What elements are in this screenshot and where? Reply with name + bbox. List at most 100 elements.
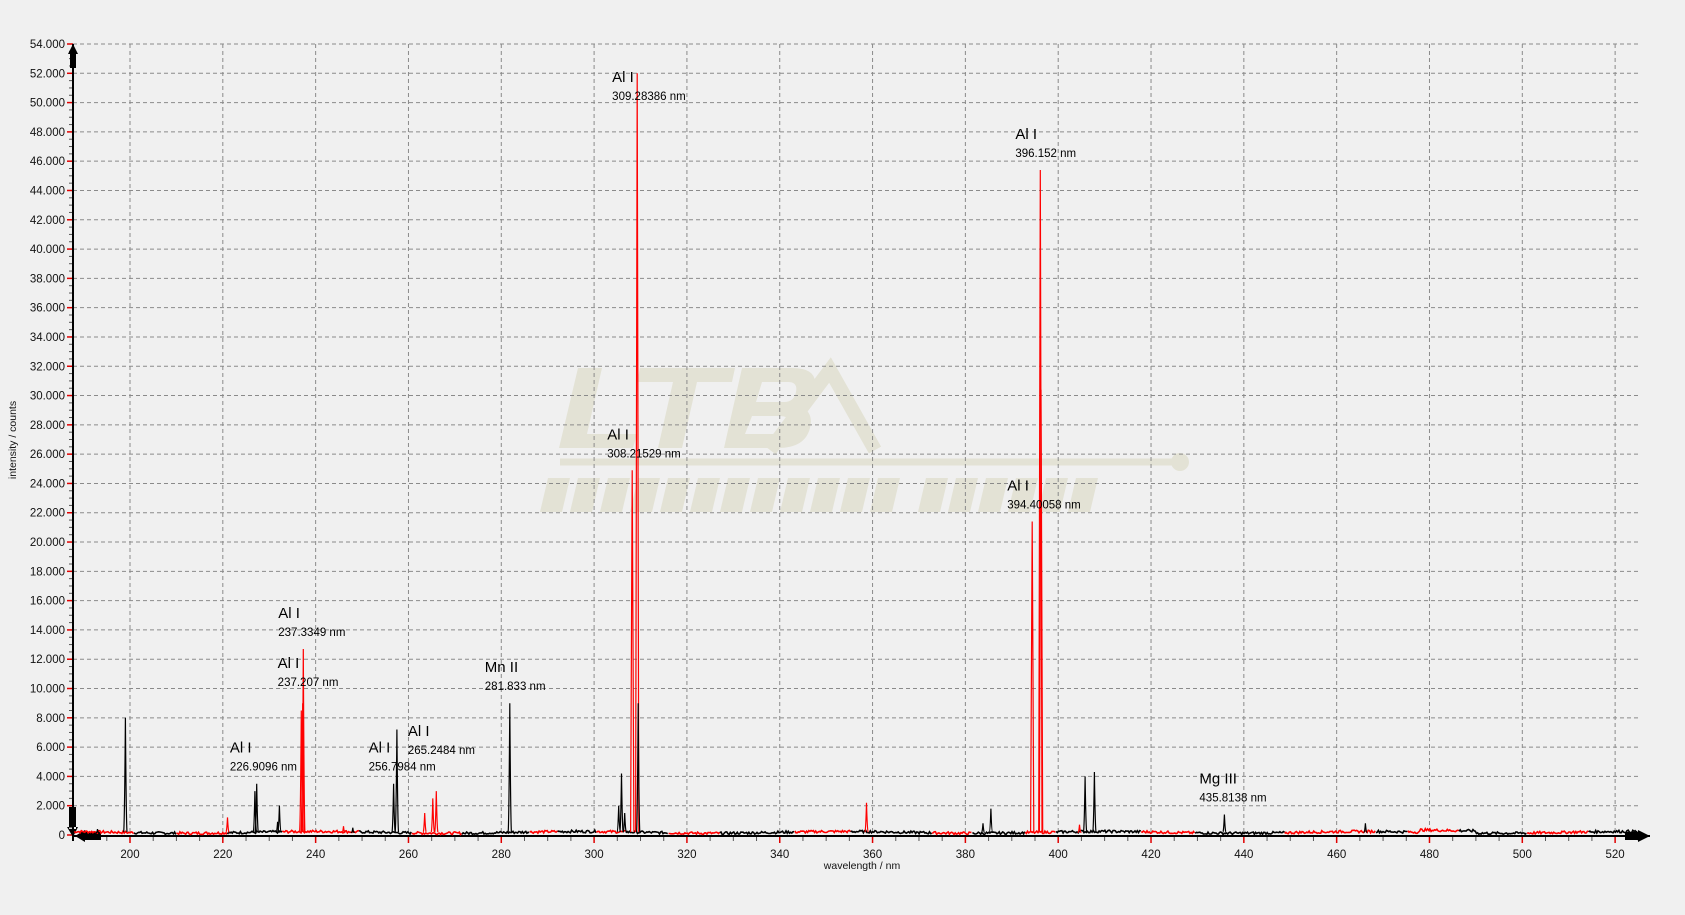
y-tick-label: 50.000 (30, 98, 65, 110)
peak-label-wavelength: 256.7984 nm (369, 762, 436, 774)
peak-label-element: Al I (408, 723, 430, 740)
baseline-segment (133, 830, 177, 836)
watermark-letter-t (637, 368, 735, 448)
y-tick-label: 36.000 (30, 303, 65, 315)
spectral-peak (301, 648, 306, 833)
y-tick-label: 24.000 (30, 478, 65, 490)
baseline-segment (1194, 830, 1285, 837)
peak-label-element: Al I (369, 740, 391, 757)
watermark-peak-mark (764, 357, 882, 455)
y-axis-label: intensity / counts (7, 401, 19, 479)
x-tick-label: 520 (1606, 849, 1625, 861)
x-tick-label: 400 (1049, 849, 1068, 861)
watermark-glyph (870, 478, 900, 512)
x-tick-label: 300 (585, 849, 604, 861)
watermark-glyph (948, 478, 978, 512)
y-tick-label: 26.000 (30, 449, 65, 461)
y-tick-label: 48.000 (30, 127, 65, 139)
baseline-segment (719, 829, 795, 836)
baseline-segment (411, 830, 463, 836)
watermark-glyph (780, 478, 810, 512)
y-tick-label: 8.000 (36, 713, 65, 725)
y-tick-label: 44.000 (30, 185, 65, 197)
peak-label-wavelength: 308.21529 nm (607, 448, 681, 460)
y-tick-label: 0 (59, 830, 65, 842)
spectral-peak (1038, 389, 1044, 833)
x-tick-label: 460 (1327, 849, 1346, 861)
y-tick-label: 32.000 (30, 361, 65, 373)
spectral-peak (864, 802, 869, 833)
y-tick-label: 14.000 (30, 625, 65, 637)
x-tick-label: 320 (677, 849, 696, 861)
x-tick-label: 340 (770, 849, 789, 861)
baseline-segment (176, 830, 229, 836)
baseline-segment (1284, 829, 1376, 836)
y-tick-label: 34.000 (30, 332, 65, 344)
baseline-segment (850, 829, 933, 836)
baseline-segment (1458, 828, 1527, 836)
spectral-peak (1222, 814, 1227, 833)
y-tick-label: 38.000 (30, 273, 65, 285)
x-tick-label: 280 (492, 849, 511, 861)
watermark-letter-l (559, 368, 637, 448)
peak-label-wavelength: 237.3349 nm (278, 627, 345, 639)
watermark-glyph (1068, 478, 1098, 512)
spectral-peak (341, 826, 346, 834)
peak-label-element: Al I (230, 740, 252, 757)
x-tick-label: 200 (120, 849, 139, 861)
watermark-glyph (978, 478, 1008, 512)
baseline-segment (281, 828, 360, 835)
peak-label-wavelength: 226.9096 nm (230, 762, 297, 774)
y-tick-label: 22.000 (30, 508, 65, 520)
watermark-glyph (1008, 478, 1038, 512)
baseline-segment (529, 829, 559, 835)
baseline-segment (931, 830, 972, 836)
baseline-segment (1588, 828, 1638, 835)
x-tick-label: 220 (213, 849, 232, 861)
baseline-segment (1055, 828, 1142, 835)
watermark-glyph (690, 478, 720, 512)
spectral-peak (430, 798, 435, 833)
baseline-segment (625, 830, 669, 836)
y-tick-label: 52.000 (30, 68, 65, 80)
y-scroll-arrow-icon (67, 807, 78, 837)
watermark-glyph (1038, 478, 1068, 512)
peak-label-wavelength: 281.833 nm (485, 681, 546, 693)
x-tick-label: 500 (1513, 849, 1532, 861)
spectral-peak (980, 823, 986, 833)
x-tick-label: 420 (1141, 849, 1160, 861)
spectral-peak (391, 783, 396, 833)
spectral-peak (622, 812, 627, 833)
spectral-peak (1030, 521, 1035, 833)
x-tick-label: 260 (399, 849, 418, 861)
peak-label-element: Al I (1007, 478, 1029, 495)
peak-label-element: Mg III (1199, 770, 1237, 787)
peak-label-element: Al I (278, 605, 300, 622)
baseline-segment (1140, 829, 1196, 835)
baseline-segment (1024, 829, 1056, 835)
peak-label-wavelength: 396.152 nm (1015, 148, 1076, 160)
watermark-glyph (600, 478, 630, 512)
y-tick-label: 2.000 (36, 801, 65, 813)
peak-label-element: Al I (1015, 126, 1037, 143)
annotations: Al I 309.28386 nm Al I 396.152 nm Al I 308.21… (230, 69, 1267, 804)
watermark-glyph (840, 478, 870, 512)
spectral-peak (988, 808, 994, 833)
peak-label-wavelength: 265.2484 nm (408, 745, 475, 757)
x-tick-label: 380 (956, 849, 975, 861)
y-tick-label: 10.000 (30, 684, 65, 696)
spectral-peak (630, 470, 635, 833)
x-tick-label: 240 (306, 849, 325, 861)
spectral-peak (394, 729, 400, 833)
peak-label-element: Al I (612, 69, 634, 86)
watermark-glyph (570, 478, 600, 512)
watermark-dot (1171, 453, 1189, 471)
y-tick-label: 30.000 (30, 391, 65, 403)
x-axis: 200 220 240 260 280 300 320 340 360 380 400 420 440 4… (73, 830, 1650, 861)
x-tick-label: 440 (1234, 849, 1253, 861)
baseline-segment (461, 830, 530, 836)
y-tick-label: 4.000 (36, 771, 65, 783)
baseline-segment (358, 829, 412, 836)
spectral-peak (95, 829, 100, 834)
